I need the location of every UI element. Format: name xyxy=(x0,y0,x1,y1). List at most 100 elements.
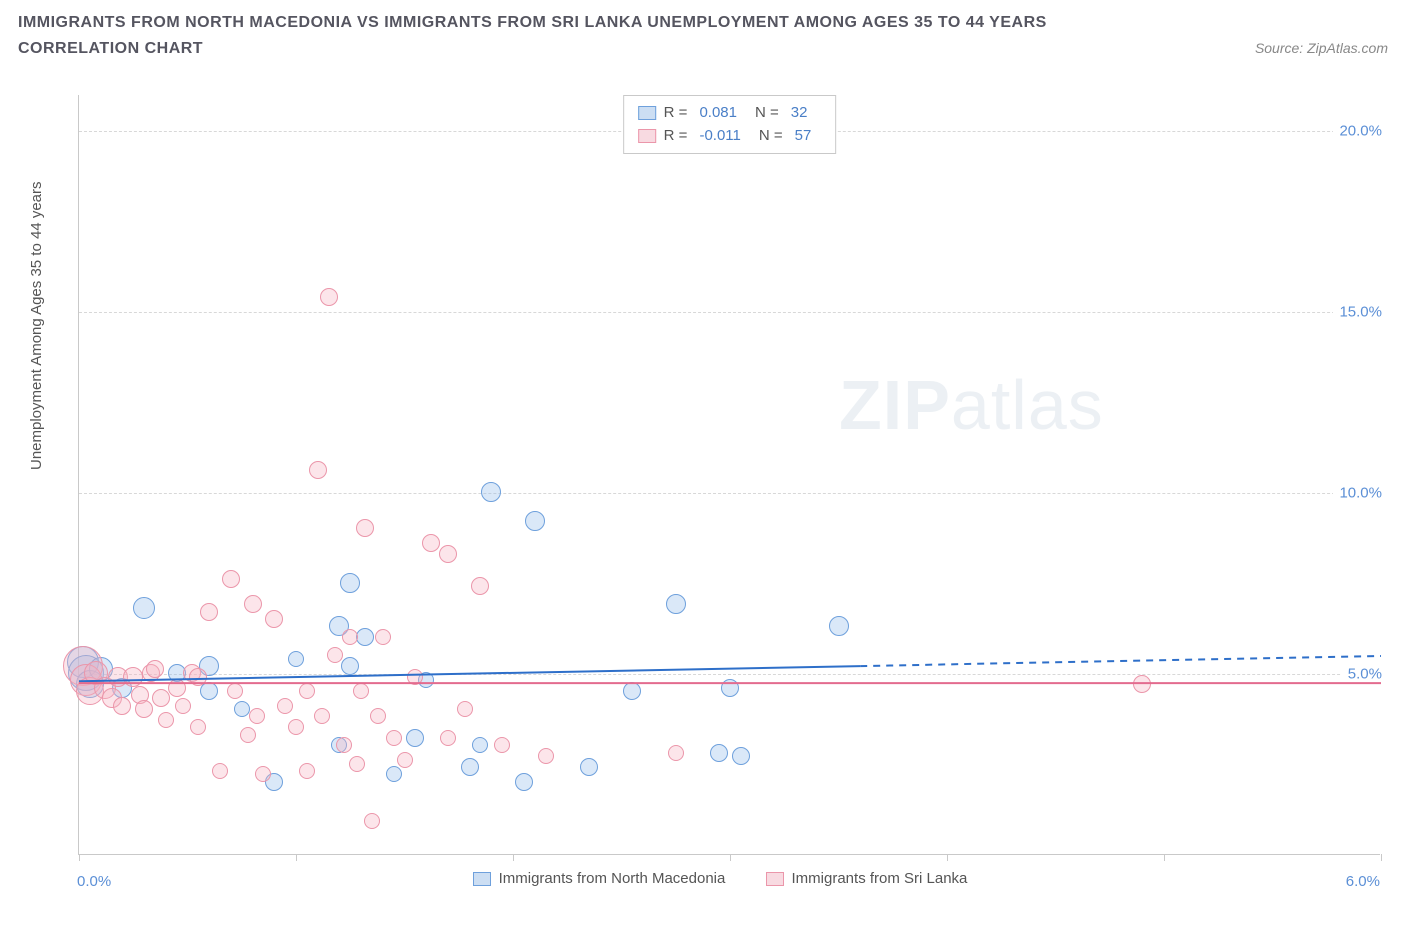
gridline xyxy=(79,674,1380,675)
r-value-pink: -0.011 xyxy=(695,125,750,148)
data-point-blue xyxy=(406,729,424,747)
data-point-pink xyxy=(175,698,191,714)
x-tick xyxy=(1164,854,1165,861)
data-point-pink xyxy=(152,689,170,707)
bottom-legend: Immigrants from North Macedonia Immigran… xyxy=(60,870,1380,890)
data-point-pink xyxy=(168,679,186,697)
data-point-pink xyxy=(288,719,304,735)
data-point-pink xyxy=(668,745,684,761)
data-point-blue xyxy=(580,758,598,776)
data-point-blue xyxy=(341,657,359,675)
data-point-pink xyxy=(327,647,343,663)
x-tick xyxy=(947,854,948,861)
data-point-pink xyxy=(397,752,413,768)
n-value-pink: 57 xyxy=(791,125,822,148)
y-tick-label: 15.0% xyxy=(1333,304,1382,321)
data-point-blue xyxy=(461,758,479,776)
data-point-blue xyxy=(829,616,849,636)
y-axis-label: Unemployment Among Ages 35 to 44 years xyxy=(28,181,45,470)
legend-label-blue: Immigrants from North Macedonia xyxy=(499,870,726,887)
data-point-pink xyxy=(240,727,256,743)
data-point-pink xyxy=(471,577,489,595)
data-point-blue xyxy=(515,773,533,791)
legend-swatch-pink xyxy=(638,129,656,143)
data-point-pink xyxy=(135,700,153,718)
data-point-pink xyxy=(227,683,243,699)
data-point-pink xyxy=(222,570,240,588)
n-value-blue: 32 xyxy=(787,102,818,125)
data-point-pink xyxy=(336,737,352,753)
data-point-pink xyxy=(353,683,369,699)
data-point-pink xyxy=(356,519,374,537)
y-tick-label: 10.0% xyxy=(1333,485,1382,502)
r-label: R = xyxy=(664,102,688,125)
data-point-pink xyxy=(439,545,457,563)
data-point-pink xyxy=(309,461,327,479)
data-point-pink xyxy=(457,701,473,717)
legend-swatch-blue xyxy=(638,106,656,120)
watermark: ZIPatlas xyxy=(839,365,1104,445)
data-point-pink xyxy=(364,813,380,829)
y-tick-label: 5.0% xyxy=(1342,666,1382,683)
data-point-blue xyxy=(732,747,750,765)
data-point-pink xyxy=(538,748,554,764)
data-point-blue xyxy=(133,597,155,619)
trendline-blue-dashed xyxy=(860,656,1381,666)
x-tick xyxy=(79,854,80,861)
x-tick xyxy=(513,854,514,861)
data-point-pink xyxy=(190,719,206,735)
data-point-pink xyxy=(494,737,510,753)
data-point-pink xyxy=(146,660,164,678)
x-tick xyxy=(1381,854,1382,861)
data-point-pink xyxy=(265,610,283,628)
data-point-blue xyxy=(340,573,360,593)
title-area: IMMIGRANTS FROM NORTH MACEDONIA VS IMMIG… xyxy=(0,0,1406,61)
chart-title-line1: IMMIGRANTS FROM NORTH MACEDONIA VS IMMIG… xyxy=(18,10,1388,36)
data-point-blue xyxy=(386,766,402,782)
data-point-pink xyxy=(342,629,358,645)
data-point-pink xyxy=(407,669,423,685)
data-point-pink xyxy=(299,763,315,779)
data-point-pink xyxy=(212,763,228,779)
data-point-pink xyxy=(249,708,265,724)
data-point-blue xyxy=(721,679,739,697)
r-value-blue: 0.081 xyxy=(695,102,747,125)
data-point-blue xyxy=(200,682,218,700)
r-label: R = xyxy=(664,125,688,148)
data-point-blue xyxy=(234,701,250,717)
data-point-blue xyxy=(472,737,488,753)
data-point-pink xyxy=(255,766,271,782)
gridline xyxy=(79,312,1380,313)
data-point-blue xyxy=(666,594,686,614)
legend-label-pink: Immigrants from Sri Lanka xyxy=(792,870,968,887)
n-label: N = xyxy=(755,102,779,125)
data-point-pink xyxy=(1133,675,1151,693)
data-point-pink xyxy=(440,730,456,746)
data-point-pink xyxy=(349,756,365,772)
plot-area: R = 0.081 N = 32 R = -0.011 N = 57 ZIPat… xyxy=(78,95,1380,855)
data-point-pink xyxy=(158,712,174,728)
chart: R = 0.081 N = 32 R = -0.011 N = 57 ZIPat… xyxy=(60,95,1380,855)
data-point-blue xyxy=(710,744,728,762)
x-tick xyxy=(296,854,297,861)
data-point-blue xyxy=(525,511,545,531)
data-point-pink xyxy=(314,708,330,724)
data-point-pink xyxy=(200,603,218,621)
stats-legend: R = 0.081 N = 32 R = -0.011 N = 57 xyxy=(623,95,837,154)
data-point-pink xyxy=(113,697,131,715)
n-label: N = xyxy=(759,125,783,148)
data-point-pink xyxy=(375,629,391,645)
gridline xyxy=(79,493,1380,494)
data-point-blue xyxy=(623,682,641,700)
data-point-blue xyxy=(356,628,374,646)
data-point-pink xyxy=(422,534,440,552)
data-point-pink xyxy=(320,288,338,306)
data-point-pink xyxy=(123,667,143,687)
legend-swatch-blue xyxy=(473,872,491,886)
data-point-pink xyxy=(299,683,315,699)
data-point-pink xyxy=(189,668,207,686)
data-point-blue xyxy=(481,482,501,502)
data-point-blue xyxy=(288,651,304,667)
x-tick xyxy=(730,854,731,861)
data-point-pink xyxy=(244,595,262,613)
